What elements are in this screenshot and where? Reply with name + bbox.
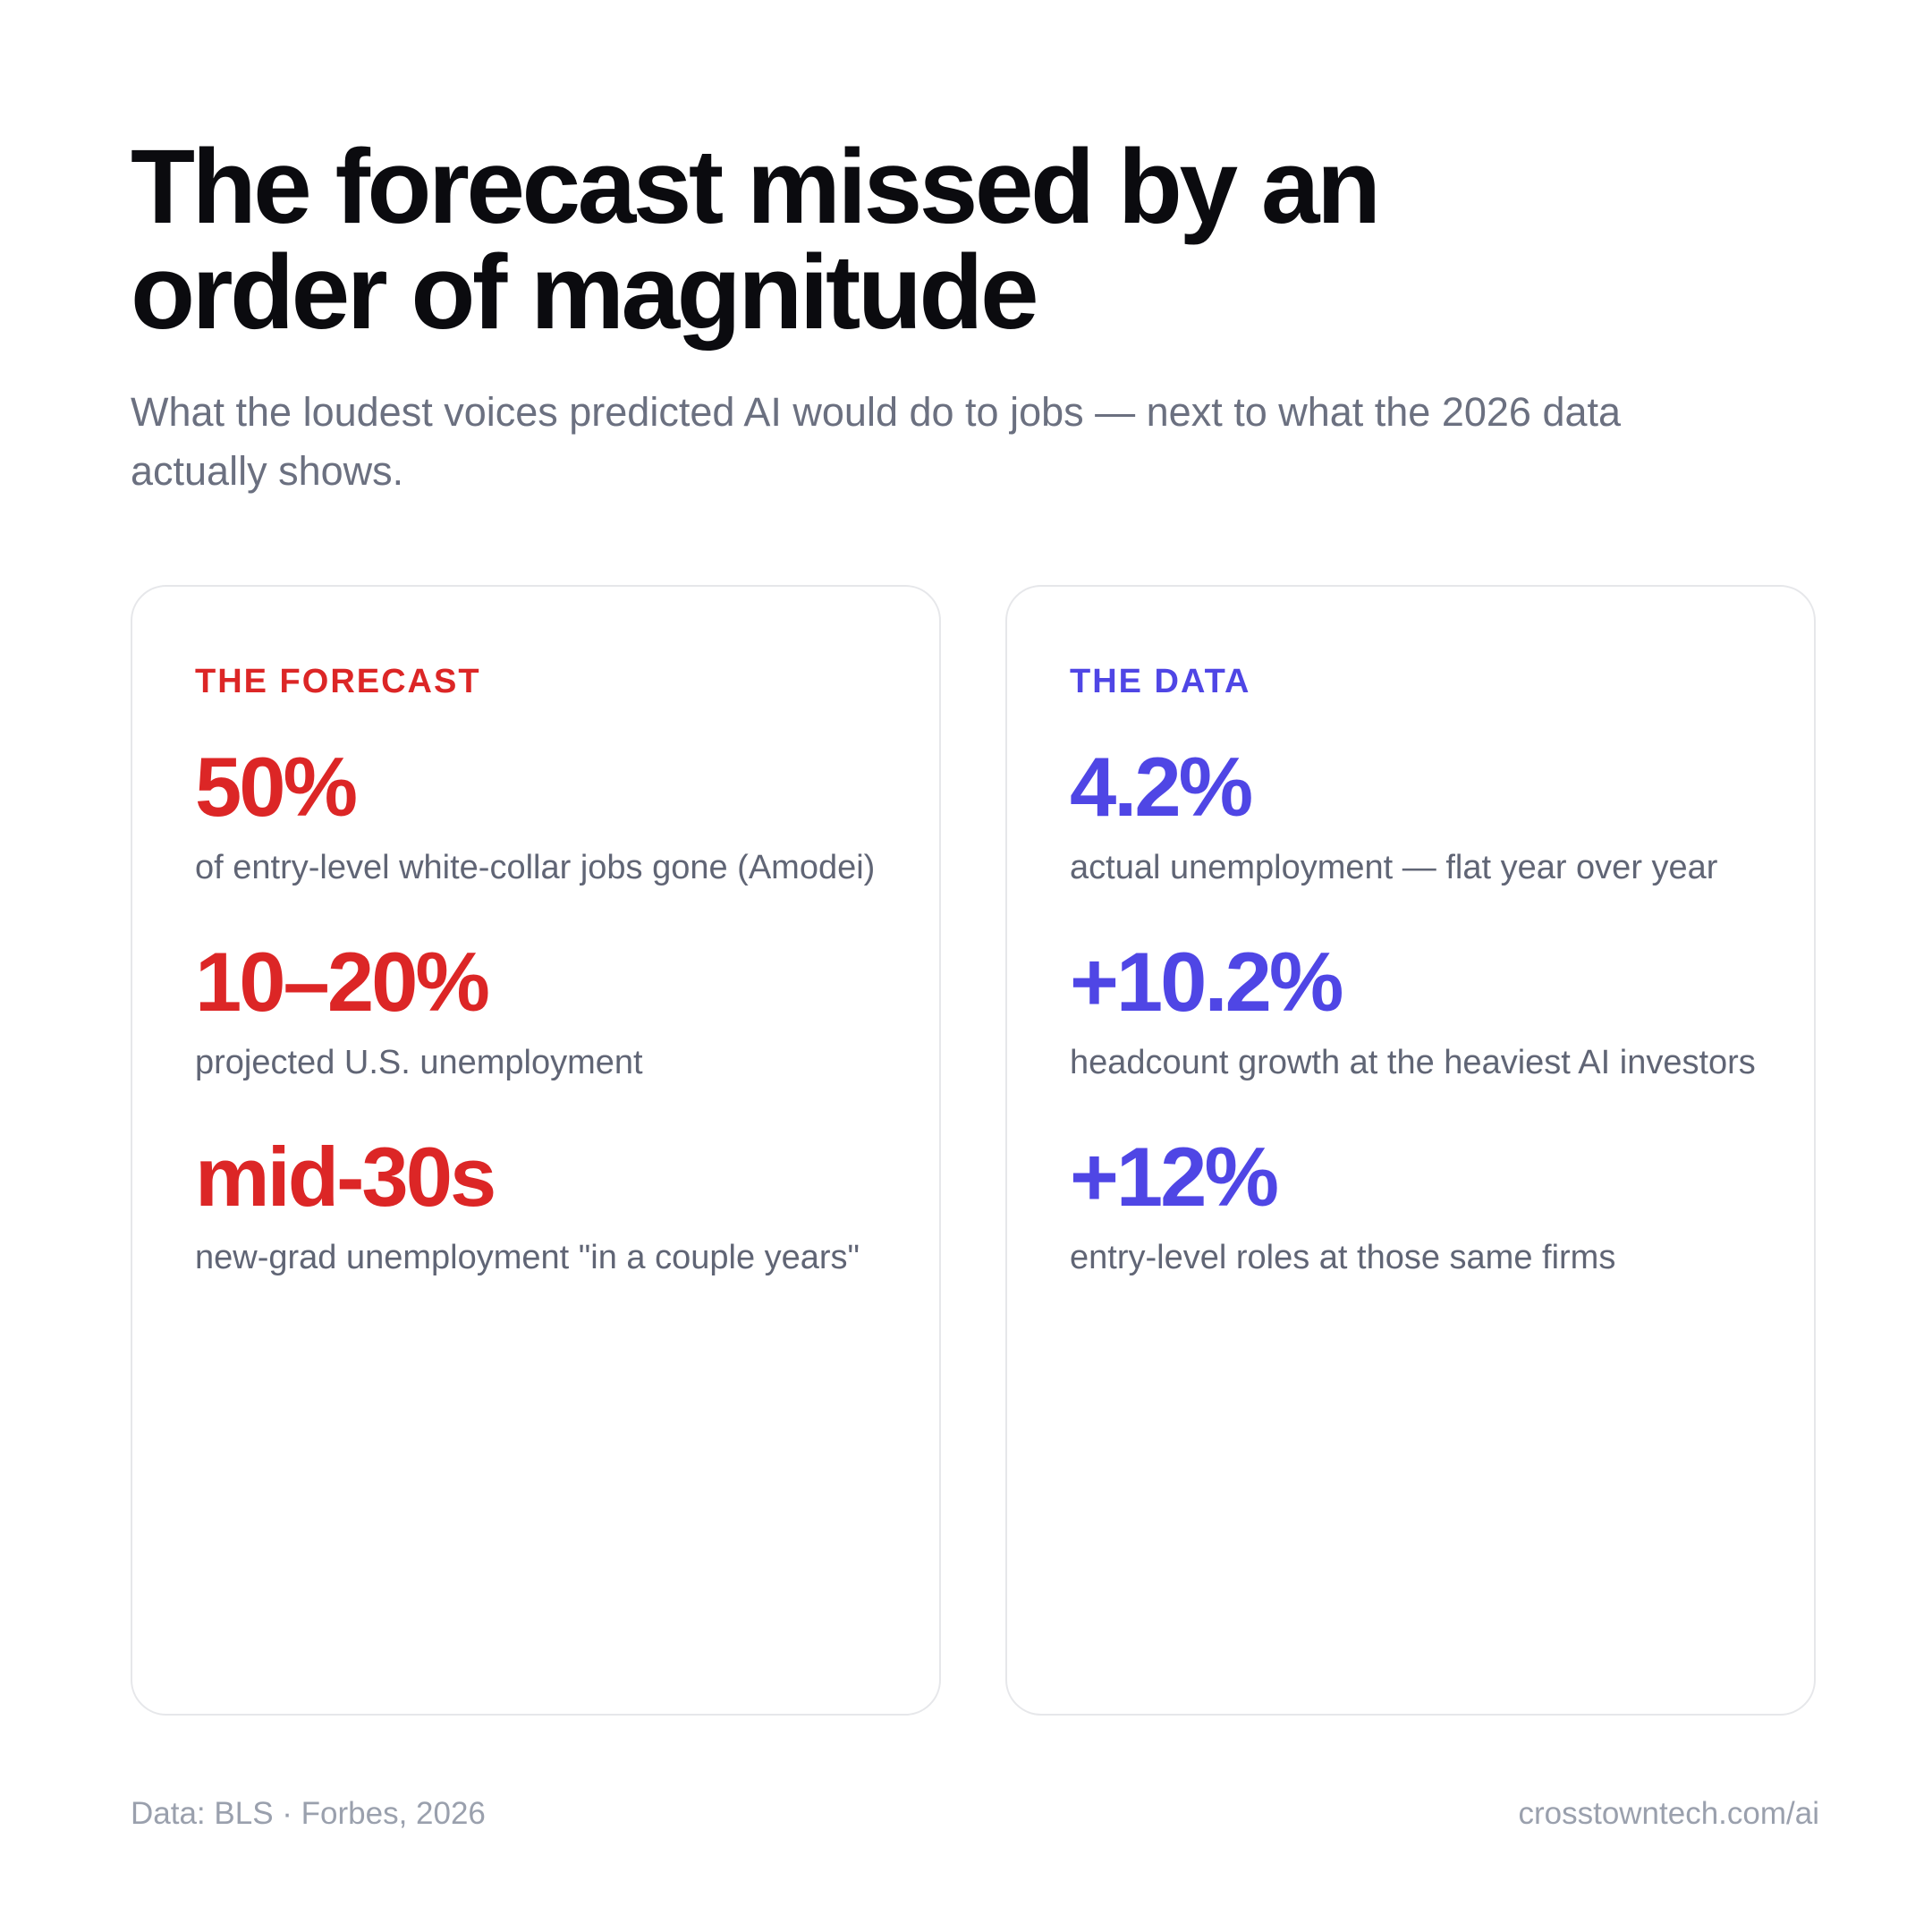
forecast-stat-value: 10–20% xyxy=(195,935,490,1029)
data-stat-value: +12% xyxy=(1070,1130,1279,1224)
site-link[interactable]: crosstowntech.com/ai xyxy=(1518,1796,1819,1831)
data-card-content: THE DATA 4.2% actual unemployment — flat… xyxy=(1070,658,1767,1281)
data-card: THE DATA 4.2% actual unemployment — flat… xyxy=(1005,585,1816,1716)
forecast-stat-description: of entry-level white-collar jobs gone (A… xyxy=(195,849,876,886)
data-stat: +12% entry-level roles at those same fir… xyxy=(1070,1132,1767,1281)
page-subtitle: What the loudest voices predicted AI wou… xyxy=(131,389,1622,494)
forecast-card: THE FORECAST 50% of entry-level white-co… xyxy=(131,585,941,1716)
data-stat-description: entry-level roles at those same firms xyxy=(1070,1239,1616,1276)
forecast-label: THE FORECAST xyxy=(195,663,481,700)
forecast-stat-description: projected U.S. unemployment xyxy=(195,1044,643,1081)
forecast-stat-value: 50% xyxy=(195,740,358,834)
forecast-stat: 50% of entry-level white-collar jobs gon… xyxy=(195,742,893,891)
data-stat-value: +10.2% xyxy=(1070,935,1343,1029)
forecast-card-content: THE FORECAST 50% of entry-level white-co… xyxy=(195,658,893,1281)
source-credit: Data: BLS · Forbes, 2026 xyxy=(131,1796,486,1831)
data-stat: +10.2% headcount growth at the heaviest … xyxy=(1070,937,1767,1086)
data-stat: 4.2% actual unemployment — flat year ove… xyxy=(1070,742,1767,891)
forecast-stat: mid-30s new-grad unemployment "in a coup… xyxy=(195,1132,893,1281)
data-stat-description: headcount growth at the heaviest AI inve… xyxy=(1070,1044,1756,1081)
data-stat-value: 4.2% xyxy=(1070,740,1253,834)
page-title: The forecast missed by an order of magni… xyxy=(131,128,1381,352)
forecast-stat-value: mid-30s xyxy=(195,1130,496,1224)
infographic-page: The forecast missed by an order of magni… xyxy=(131,0,1819,1932)
data-stat-description: actual unemployment — flat year over yea… xyxy=(1070,849,1718,886)
forecast-stat: 10–20% projected U.S. unemployment xyxy=(195,937,893,1086)
data-label: THE DATA xyxy=(1070,663,1251,700)
forecast-stat-description: new-grad unemployment "in a couple years… xyxy=(195,1239,860,1276)
